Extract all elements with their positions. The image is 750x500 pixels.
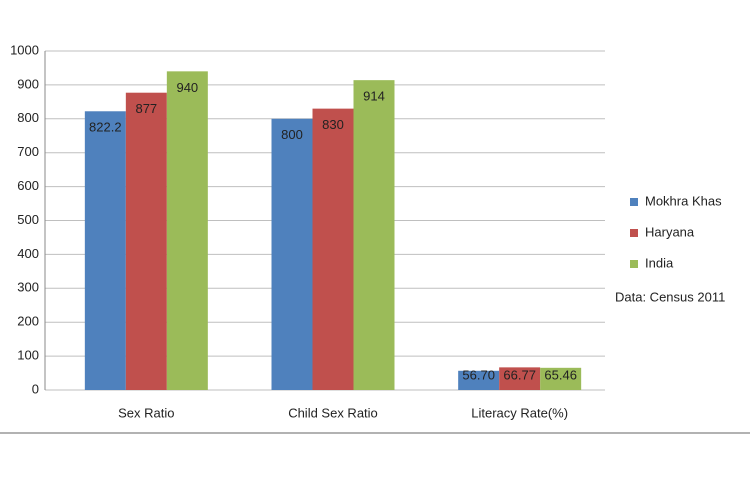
legend-swatch bbox=[630, 198, 638, 206]
bar bbox=[499, 367, 541, 390]
y-tick-label: 300 bbox=[17, 280, 39, 295]
y-tick-label: 200 bbox=[17, 314, 39, 329]
bar bbox=[458, 370, 500, 390]
bar bbox=[271, 118, 313, 391]
data-label: 56.70 bbox=[462, 367, 495, 382]
x-tick-label: Sex Ratio bbox=[118, 405, 174, 420]
bar bbox=[125, 92, 167, 391]
y-tick-label: 700 bbox=[17, 144, 39, 159]
y-tick-label: 600 bbox=[17, 178, 39, 193]
y-tick-label: 800 bbox=[17, 110, 39, 125]
legend-swatch bbox=[630, 229, 638, 237]
y-tick-label: 500 bbox=[17, 212, 39, 227]
data-label: 822.2 bbox=[89, 120, 122, 135]
data-label: 940 bbox=[176, 80, 198, 95]
bar bbox=[353, 80, 395, 391]
data-label: 914 bbox=[363, 89, 385, 104]
data-label: 830 bbox=[322, 117, 344, 132]
x-tick-label: Child Sex Ratio bbox=[288, 405, 378, 420]
y-tick-label: 1000 bbox=[10, 42, 39, 57]
bar bbox=[312, 108, 354, 390]
x-tick-label: Literacy Rate(%) bbox=[471, 405, 568, 420]
data-label: 65.46 bbox=[544, 367, 577, 382]
bar bbox=[540, 367, 582, 390]
data-label: 877 bbox=[135, 101, 157, 116]
bar bbox=[84, 111, 126, 390]
y-tick-label: 100 bbox=[17, 348, 39, 363]
legend-label: Mokhra Khas bbox=[645, 193, 722, 208]
y-tick-label: 900 bbox=[17, 76, 39, 91]
legend-label: Haryana bbox=[645, 224, 695, 239]
annotation: Data: Census 2011 bbox=[615, 289, 725, 304]
y-tick-label: 0 bbox=[32, 381, 39, 396]
data-label: 800 bbox=[281, 127, 303, 142]
y-tick-label: 400 bbox=[17, 246, 39, 261]
bar bbox=[166, 71, 208, 390]
legend-swatch bbox=[630, 260, 638, 268]
legend-label: India bbox=[645, 255, 674, 270]
data-label: 66.77 bbox=[503, 367, 536, 382]
